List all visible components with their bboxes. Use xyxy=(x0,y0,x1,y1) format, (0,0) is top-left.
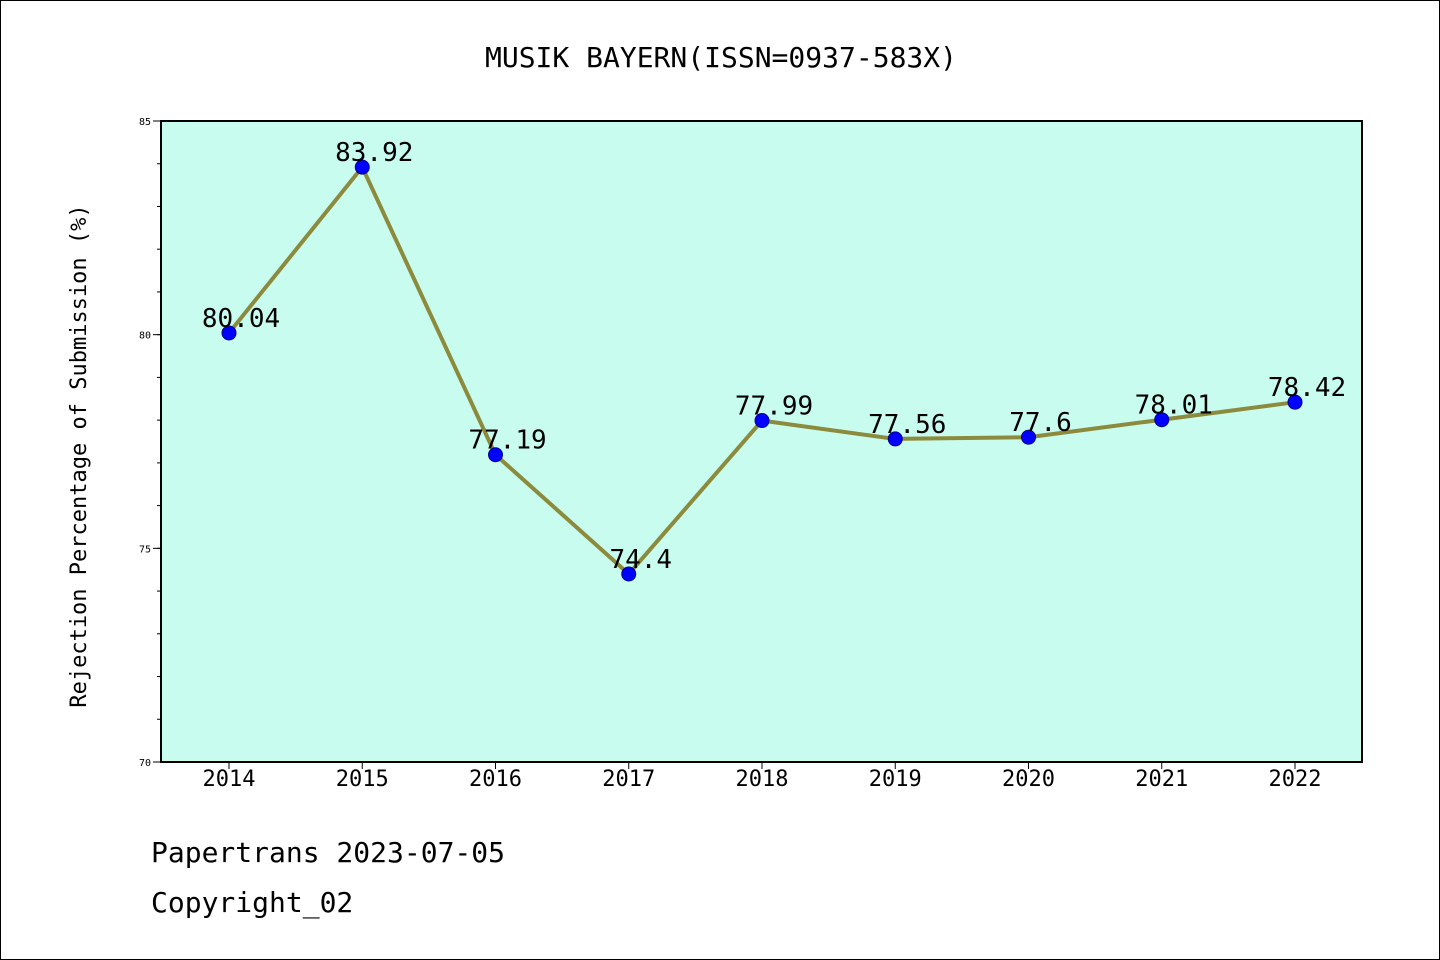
chart-title: MUSIK BAYERN(ISSN=0937-583X) xyxy=(485,41,957,74)
data-point-marker xyxy=(221,325,237,341)
data-point-marker xyxy=(1287,394,1303,410)
x-tick-label: 2015 xyxy=(336,767,389,792)
y-tick-label: 85 xyxy=(139,117,151,128)
data-label: 77.99 xyxy=(735,392,813,422)
data-label: 78.42 xyxy=(1268,373,1346,403)
x-tick-label: 2019 xyxy=(869,767,922,792)
data-point-marker xyxy=(621,566,637,582)
data-point-marker xyxy=(887,431,903,447)
footer-source-text: Papertrans 2023-07-05 xyxy=(151,836,506,869)
plot-area: 70 75 80 85 2014 2015 2016 2017 2018 2019 2020 2021… xyxy=(139,117,1363,792)
data-label: 77.6 xyxy=(1009,408,1072,438)
data-point-marker xyxy=(754,413,770,429)
x-tick-label: 2018 xyxy=(736,767,789,792)
data-label: 74.4 xyxy=(609,545,672,575)
data-point-marker xyxy=(1154,412,1170,428)
data-label: 77.19 xyxy=(468,426,546,456)
y-tick-label: 70 xyxy=(139,758,151,769)
data-point-marker xyxy=(488,447,503,463)
data-label: 78.01 xyxy=(1135,391,1213,421)
data-label: 80.04 xyxy=(202,304,280,334)
x-tick-label: 2017 xyxy=(602,767,655,792)
footer-copyright-text: Copyright_02 xyxy=(151,886,354,919)
y-tick-label: 75 xyxy=(139,544,151,555)
data-point-marker xyxy=(354,159,370,175)
data-label: 77.56 xyxy=(868,410,946,440)
data-point-marker xyxy=(1021,429,1036,445)
x-tick-label: 2022 xyxy=(1269,767,1322,792)
data-label: 83.92 xyxy=(335,138,413,168)
x-tick-label: 2016 xyxy=(469,767,522,792)
plot-background xyxy=(161,121,1362,762)
x-tick-label: 2021 xyxy=(1135,767,1188,792)
y-tick-label: 80 xyxy=(139,331,151,342)
x-tick-label: 2020 xyxy=(1002,767,1055,792)
x-tick-label: 2014 xyxy=(203,767,256,792)
y-axis-label: Rejection Percentage of Submission (%) xyxy=(67,204,92,707)
plot-frame xyxy=(160,120,1363,763)
